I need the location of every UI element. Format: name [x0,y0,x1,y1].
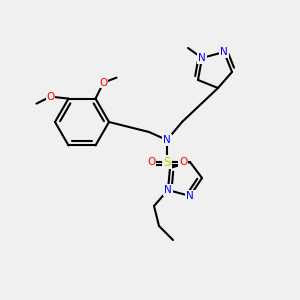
Text: N: N [186,191,194,201]
Text: N: N [163,135,171,145]
Text: O: O [179,157,187,167]
Text: O: O [99,78,108,88]
Text: O: O [147,157,155,167]
Text: N: N [198,53,206,63]
Text: N: N [164,185,172,195]
Text: N: N [220,47,228,57]
Text: O: O [46,92,55,102]
Text: S: S [163,155,171,169]
